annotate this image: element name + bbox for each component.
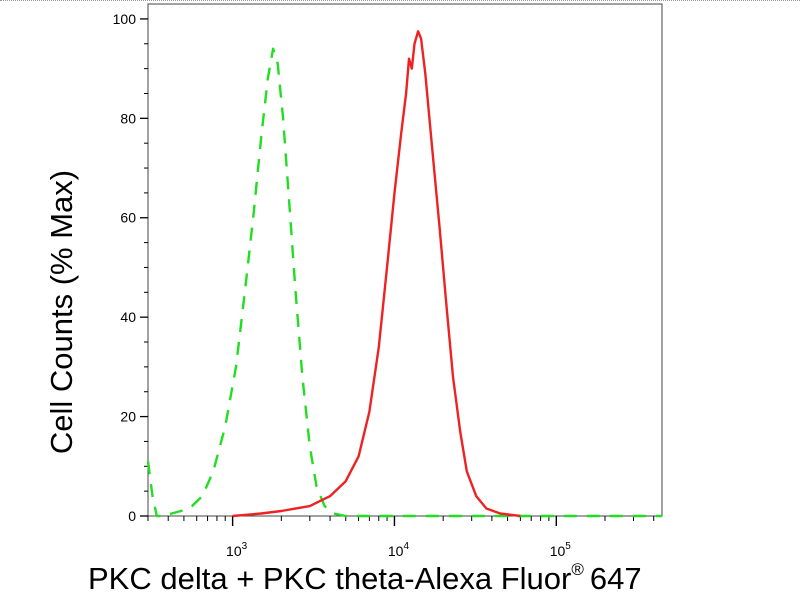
y-axis-label: Cell Counts (% Max) <box>44 169 79 455</box>
registered-mark: ® <box>571 560 584 579</box>
isotype-control-curve <box>146 47 662 518</box>
y-tick-label: 0 <box>128 508 136 524</box>
x-axis-label-tail: 647 <box>589 561 642 596</box>
y-tick-label: 20 <box>120 409 136 425</box>
x-axis-label: PKC delta + PKC theta-Alexa Fluor® 647 <box>88 560 642 597</box>
y-tick-label: 60 <box>120 210 136 226</box>
y-tick-label: 40 <box>120 309 136 325</box>
y-tick-label: 100 <box>113 11 137 27</box>
top-dotted-border <box>0 0 800 2</box>
x-axis-label-main: PKC delta + PKC theta-Alexa Fluor <box>88 561 572 596</box>
x-tick-label: 103 <box>226 541 248 559</box>
y-tick-label: 80 <box>120 110 136 126</box>
x-tick-label: 104 <box>388 541 410 559</box>
plot-frame <box>147 3 663 517</box>
x-tick-label: 105 <box>550 541 572 559</box>
antibody-curve <box>232 30 521 518</box>
